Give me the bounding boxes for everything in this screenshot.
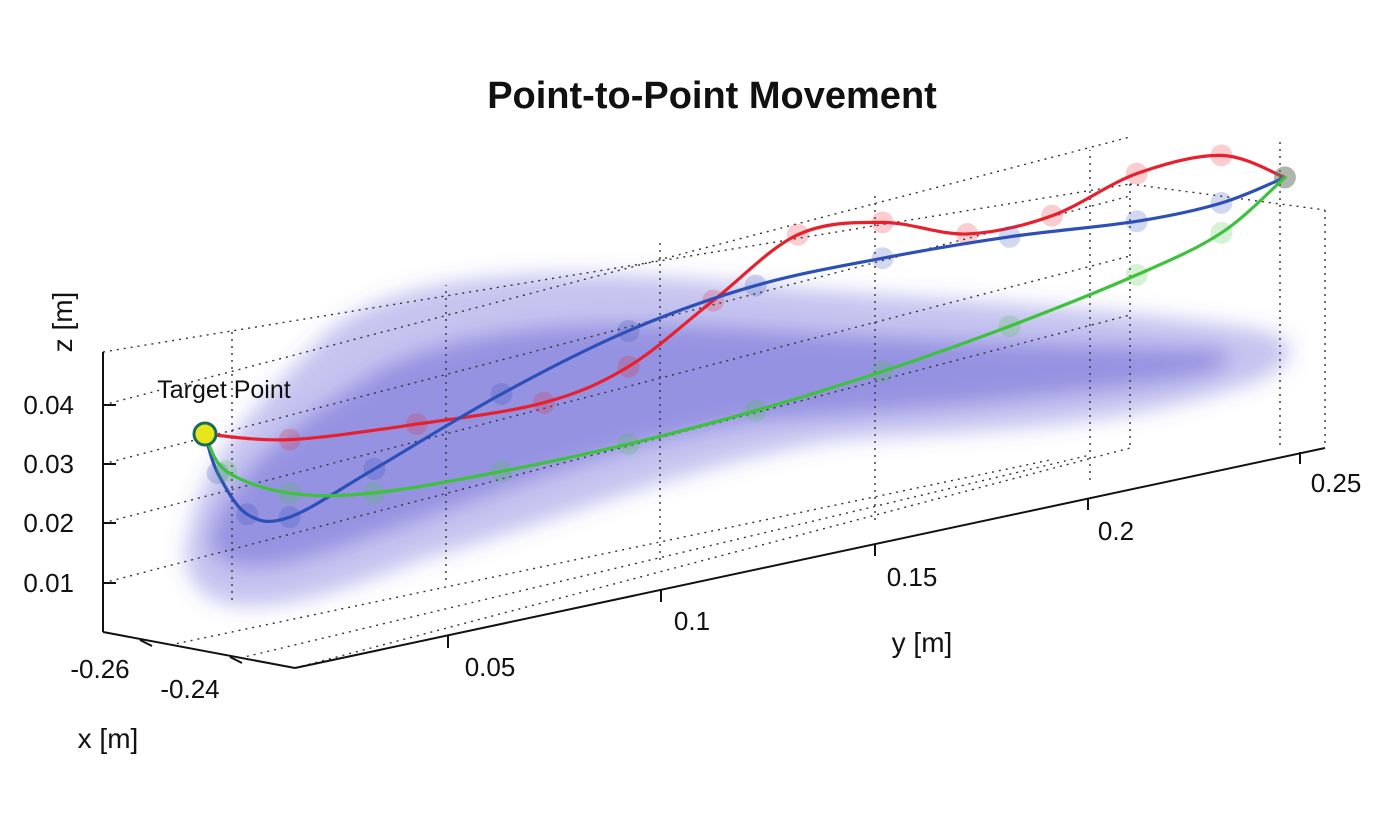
x-axis-label: x [m] [78,723,139,754]
y-tick-label: 0.15 [887,562,938,592]
target-point-label: Target Point [157,376,290,404]
x-tick-labels: -0.26 -0.24 [70,654,219,704]
z-tick-labels: 0.01 0.02 0.03 0.04 [23,390,74,598]
envelope-blob [210,324,1228,567]
y-tick-label: 0.1 [674,606,710,636]
z-tick-label: 0.01 [23,568,74,598]
floor-grid-line [169,459,1051,646]
y-tick-label: 0.05 [465,652,516,682]
y-axis-label: y [m] [892,627,953,658]
chart-title: Point-to-Point Movement [487,75,937,117]
z-grid-line [102,255,1131,524]
grid-back-edge [1129,183,1326,211]
series-line-blue [203,175,1287,524]
uncertainty-envelope [185,274,1290,607]
z-tick-label: 0.03 [23,449,74,479]
z-tick-label: 0.04 [23,390,74,420]
z-grid-line [102,136,1131,406]
x-tick-label: -0.24 [160,674,219,704]
z-axis-label: z [m] [47,292,78,353]
y-tick-label: 0.2 [1098,516,1134,546]
axes-box [102,352,1326,669]
x-axis-line [102,631,296,669]
y-tick-labels: 0.05 0.1 0.15 0.2 0.25 [465,468,1362,682]
series-line-green [203,175,1287,498]
floor-grid-line [239,454,1091,659]
z-tick-label: 0.02 [23,508,74,538]
z-grid-line [102,314,1131,584]
series-line-red [203,153,1287,442]
x-tick-label: -0.26 [70,654,129,684]
z-grid-line [102,195,1131,465]
y-tick-label: 0.25 [1311,468,1362,498]
tick-marks [103,404,1301,664]
target-point-marker [192,421,218,447]
y-axis-line [294,447,1326,669]
grid-lines [102,136,1326,669]
